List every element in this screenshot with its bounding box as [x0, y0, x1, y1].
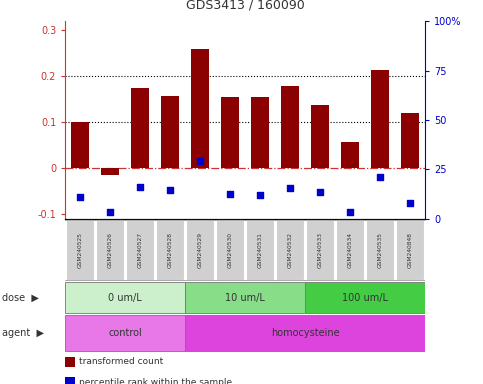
FancyBboxPatch shape: [396, 220, 424, 280]
FancyBboxPatch shape: [366, 220, 394, 280]
Point: [196, 158, 204, 164]
Bar: [251, 97, 269, 168]
Point: [166, 187, 174, 194]
FancyBboxPatch shape: [66, 220, 94, 280]
Point: [76, 194, 84, 200]
FancyBboxPatch shape: [185, 282, 305, 313]
Text: 100 um/L: 100 um/L: [342, 293, 388, 303]
FancyBboxPatch shape: [305, 282, 425, 313]
Point: [406, 200, 414, 206]
FancyBboxPatch shape: [306, 220, 334, 280]
FancyBboxPatch shape: [336, 220, 364, 280]
Text: GSM240534: GSM240534: [348, 232, 353, 268]
Text: GSM240527: GSM240527: [138, 232, 142, 268]
Point: [226, 190, 234, 197]
Point: [346, 209, 354, 215]
FancyBboxPatch shape: [156, 220, 184, 280]
Text: agent  ▶: agent ▶: [2, 328, 44, 338]
FancyBboxPatch shape: [126, 220, 154, 280]
Text: 10 um/L: 10 um/L: [225, 293, 265, 303]
Text: GSM240535: GSM240535: [378, 232, 383, 268]
Bar: [161, 96, 179, 168]
Text: GSM240526: GSM240526: [108, 232, 113, 268]
Text: GSM240531: GSM240531: [257, 232, 263, 268]
Text: GSM240530: GSM240530: [227, 232, 233, 268]
Bar: [131, 88, 149, 168]
Bar: [341, 142, 359, 168]
Text: homocysteine: homocysteine: [271, 328, 340, 338]
Bar: [311, 105, 329, 168]
Text: GSM240532: GSM240532: [287, 232, 293, 268]
Bar: [371, 70, 389, 168]
Text: 0 um/L: 0 um/L: [108, 293, 142, 303]
Bar: [71, 122, 89, 168]
Point: [256, 192, 264, 198]
Text: GDS3413 / 160090: GDS3413 / 160090: [186, 0, 304, 12]
Bar: [221, 97, 239, 168]
Text: GSM240848: GSM240848: [408, 232, 412, 268]
Text: GSM240525: GSM240525: [78, 232, 83, 268]
Text: control: control: [108, 328, 142, 338]
FancyBboxPatch shape: [276, 220, 304, 280]
Bar: [281, 86, 299, 168]
FancyBboxPatch shape: [65, 315, 185, 351]
FancyBboxPatch shape: [216, 220, 244, 280]
FancyBboxPatch shape: [246, 220, 274, 280]
Text: dose  ▶: dose ▶: [2, 293, 39, 303]
Point: [136, 184, 144, 190]
Point: [106, 209, 114, 215]
FancyBboxPatch shape: [96, 220, 124, 280]
Point: [376, 174, 384, 180]
Bar: [401, 113, 419, 168]
Text: GSM240529: GSM240529: [198, 232, 203, 268]
FancyBboxPatch shape: [65, 282, 185, 313]
Bar: [101, 168, 119, 175]
Bar: [191, 49, 209, 168]
Point: [286, 185, 294, 191]
Point: [316, 189, 324, 195]
Text: transformed count: transformed count: [79, 357, 163, 366]
Text: GSM240528: GSM240528: [168, 232, 172, 268]
FancyBboxPatch shape: [186, 220, 214, 280]
Text: percentile rank within the sample: percentile rank within the sample: [79, 377, 232, 384]
FancyBboxPatch shape: [185, 315, 425, 351]
Text: GSM240533: GSM240533: [318, 232, 323, 268]
